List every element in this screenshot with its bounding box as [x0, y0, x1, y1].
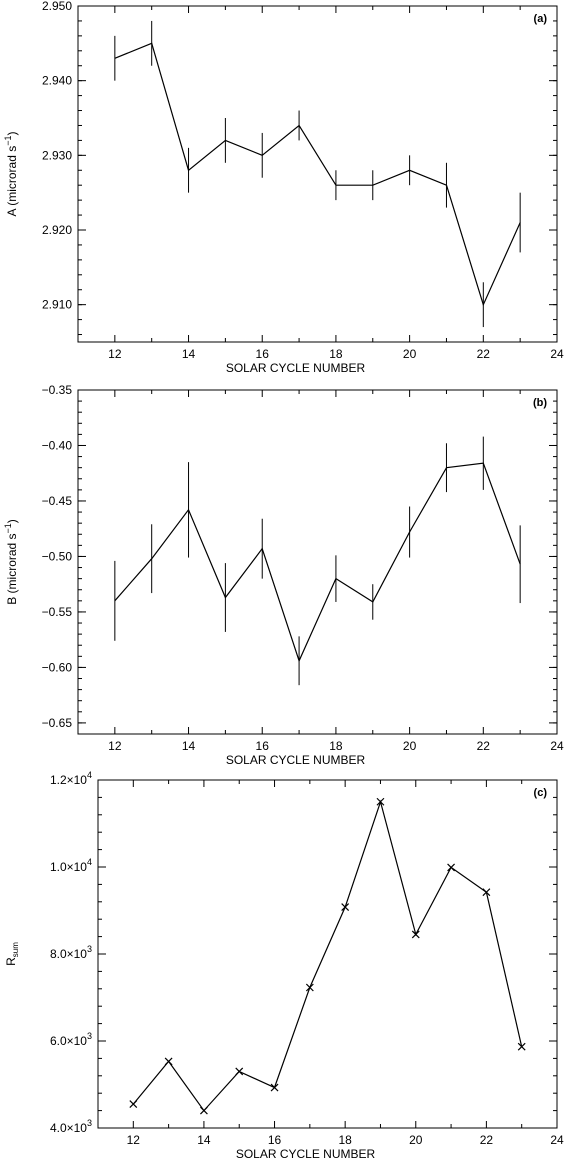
- x-tick-label: 24: [550, 1133, 564, 1147]
- x-tick-label: 12: [108, 347, 122, 361]
- y-tick-label: −0.45: [42, 494, 73, 508]
- y-tick-label: 2.930: [42, 148, 72, 162]
- y-axis-title: Rsum: [4, 942, 20, 966]
- panel-a: 12 14 16 18 20 22 24 2.910 2.920 2.930 2.940 2.950 S…: [3, 0, 564, 375]
- x-tick-label: 18: [329, 739, 343, 753]
- x-tick-label: 16: [256, 347, 270, 361]
- x-axis-title: SOLAR CYCLE NUMBER: [226, 753, 366, 767]
- series-line: [132, 799, 523, 1112]
- data-point: [305, 983, 314, 992]
- x-tick-label: 12: [127, 1133, 141, 1147]
- x-tick-label: 18: [329, 347, 343, 361]
- x-tick-label: 20: [409, 1133, 423, 1147]
- x-tick-label: 16: [268, 1133, 282, 1147]
- x-tick-label: 24: [550, 347, 564, 361]
- data-point: [235, 1067, 244, 1076]
- data-point: [129, 1100, 138, 1108]
- y-tick-label: 8.0×103: [50, 944, 92, 961]
- y-axis-title: A (microrad s−1): [3, 132, 19, 217]
- data-point: [447, 863, 456, 872]
- x-tick-label: 20: [403, 347, 417, 361]
- data-point: [482, 888, 491, 897]
- y-tick-label: 6.0×103: [50, 1031, 92, 1048]
- y-tick-label: 4.0×103: [50, 1118, 92, 1135]
- x-tick-label: 22: [480, 1133, 494, 1147]
- x-tick-label: 14: [197, 1133, 211, 1147]
- data-point: [270, 1083, 279, 1092]
- panel-tag: (a): [534, 13, 548, 25]
- x-tick-label: 14: [182, 347, 196, 361]
- y-tick-label: 2.940: [42, 74, 72, 88]
- data-point: [376, 797, 385, 806]
- y-tick-label: 1.2×104: [50, 770, 92, 787]
- plot-frame: [77, 389, 558, 735]
- data-point: [199, 1106, 208, 1115]
- x-tick-label: 20: [403, 739, 417, 753]
- x-tick-label: 16: [256, 739, 270, 753]
- x-tick-label: 22: [477, 739, 491, 753]
- x-tick-label: 24: [550, 739, 564, 753]
- panel-tag: (c): [534, 787, 548, 799]
- y-tick-label: 2.950: [42, 0, 72, 13]
- x-axis-title: SOLAR CYCLE NUMBER: [236, 1147, 376, 1161]
- data-point: [411, 930, 420, 939]
- y-tick-label: −0.50: [42, 549, 73, 563]
- y-tick-label: −0.40: [42, 438, 73, 452]
- y-tick-label: 2.910: [42, 298, 72, 312]
- y-axis-title: B (microrad s−1): [3, 519, 19, 605]
- x-tick-label: 14: [182, 739, 196, 753]
- y-tick-label: −0.55: [42, 605, 73, 619]
- x-tick-label: 12: [108, 739, 122, 753]
- panel-b: 12 14 16 18 20 22 24 −0.65 −0.60 −0.55 −0.50 −0.45 −…: [3, 383, 564, 767]
- y-tick-label: −0.60: [42, 660, 73, 674]
- x-tick-label: 18: [338, 1133, 352, 1147]
- plot-frame: [77, 5, 558, 343]
- panel-tag: (b): [533, 397, 547, 409]
- y-tick-label: −0.35: [42, 383, 73, 397]
- y-tick-label: 2.920: [42, 223, 72, 237]
- data-point: [341, 903, 350, 911]
- series-line: [114, 42, 521, 307]
- panel-c: 12 14 16 18 20 22 24 4.0×103 6.0×103 8.0×103 1.0×1…: [4, 770, 564, 1161]
- x-tick-label: 22: [477, 347, 491, 361]
- series-line: [114, 462, 521, 663]
- data-point: [517, 1042, 526, 1051]
- data-point: [164, 1057, 173, 1066]
- x-axis-title: SOLAR CYCLE NUMBER: [226, 361, 366, 375]
- y-tick-label: −0.65: [42, 716, 73, 730]
- y-tick-label: 1.0×104: [50, 857, 92, 874]
- plot-frame: [97, 779, 558, 1129]
